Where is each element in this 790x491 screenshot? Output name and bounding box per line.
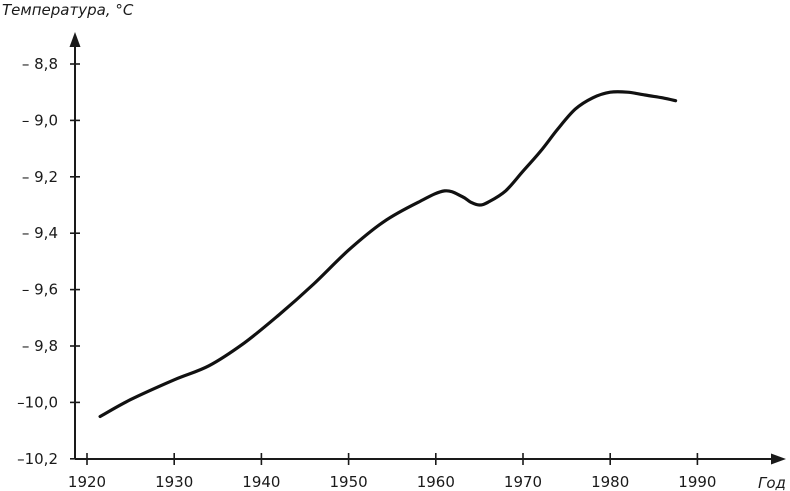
- y-tick-label: – 9,0: [22, 111, 58, 129]
- x-ticks: 1920 1930 1940 1950 1960 1970 1980 1990: [68, 453, 716, 491]
- x-tick-label: 1960: [417, 473, 455, 491]
- y-tick-label: – 8,8: [22, 55, 58, 73]
- x-tick-label: 1940: [242, 473, 280, 491]
- x-axis-title: Год: [758, 474, 786, 491]
- y-tick-label: –10,2: [17, 450, 58, 468]
- x-axis-arrow: [771, 453, 786, 465]
- axes: [69, 32, 786, 465]
- y-axis-arrow: [69, 32, 81, 47]
- series-line: [98, 90, 678, 419]
- y-tick-label: – 9,6: [22, 281, 58, 299]
- y-tick-label: –10,0: [17, 393, 58, 411]
- x-tick-label: 1950: [330, 473, 368, 491]
- x-tick-label: 1980: [591, 473, 629, 491]
- y-tick-label: – 9,4: [22, 224, 58, 242]
- y-tick-label: – 9,8: [22, 337, 58, 355]
- x-tick-label: 1930: [155, 473, 193, 491]
- x-tick-label: 1970: [504, 473, 542, 491]
- y-axis-title: Температура, °C: [2, 1, 134, 19]
- series-layer: [98, 90, 678, 419]
- x-tick-label: 1920: [68, 473, 106, 491]
- y-ticks: – 8,8 – 9,0 – 9,2 – 9,4 – 9,6 – 9,8 –10,0 –10,2: [17, 55, 80, 468]
- y-tick-label: – 9,2: [22, 168, 58, 186]
- x-tick-label: 1990: [678, 473, 716, 491]
